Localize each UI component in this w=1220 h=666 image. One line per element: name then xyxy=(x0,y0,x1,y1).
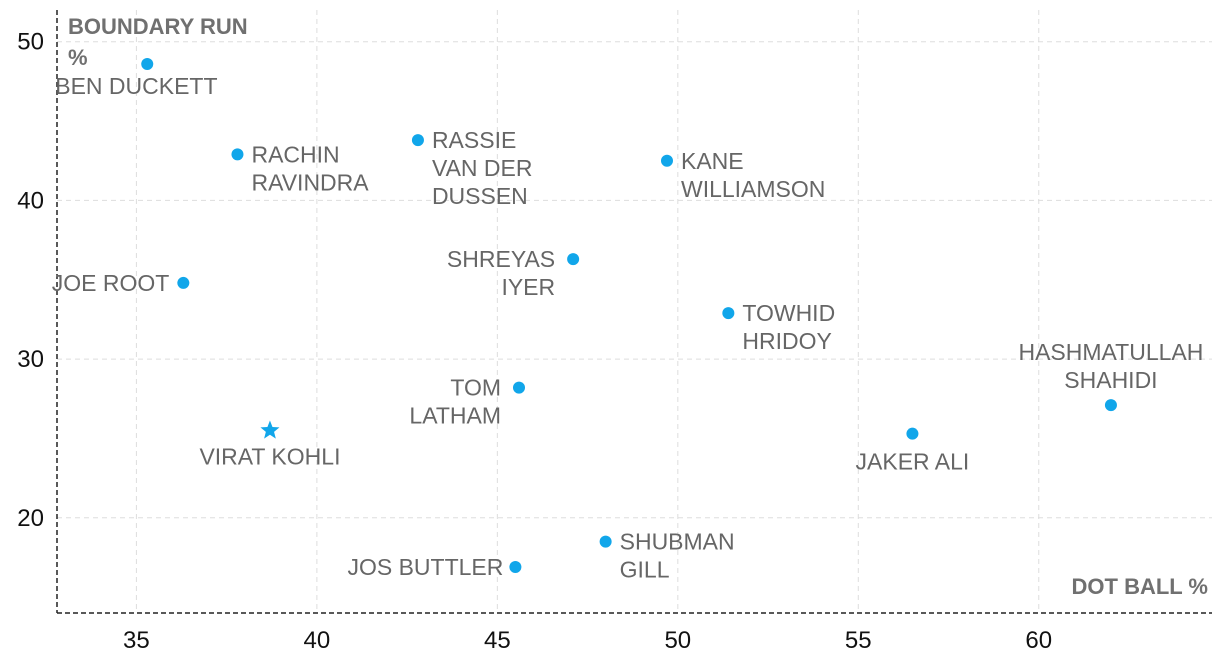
point-label-shubman-gill: SHUBMAN GILL xyxy=(620,529,735,583)
point-label-tom-latham: TOM LATHAM xyxy=(409,375,501,429)
point-label-joe-root: JOE ROOT xyxy=(52,270,170,296)
y-tick-label: 40 xyxy=(17,187,44,214)
x-tick-label: 35 xyxy=(123,627,150,654)
point-label-rachin-ravindra: RACHIN RAVINDRA xyxy=(251,141,369,195)
data-point-hashmatullah-shahidi xyxy=(1104,399,1117,412)
y-tick-label: 20 xyxy=(17,505,44,532)
data-point-shreyas-iyer xyxy=(567,253,580,266)
data-points xyxy=(141,57,1117,573)
data-point-jaker-ali xyxy=(906,427,919,440)
data-point-kane-williamson xyxy=(660,154,673,167)
y-tick-label: 50 xyxy=(17,29,44,56)
x-tick-label: 55 xyxy=(845,627,872,654)
data-point-towhid-hridoy xyxy=(722,307,735,320)
svg-text:BOUNDARY RUN%: BOUNDARY RUN% xyxy=(68,14,248,70)
point-label-jaker-ali: JAKER ALI xyxy=(856,449,970,475)
data-point-rassie-van-der-dussen xyxy=(411,134,424,147)
data-point-joe-root xyxy=(177,276,190,289)
point-label-shreyas-iyer: SHREYAS IYER xyxy=(447,246,555,300)
data-point-ben-duckett xyxy=(141,57,154,70)
axes xyxy=(56,10,1212,614)
y-tick-label: 30 xyxy=(17,346,44,373)
gridlines xyxy=(57,10,1212,613)
point-label-hashmatullah-shahidi: HASHMATULLAH SHAHIDI xyxy=(1018,339,1203,393)
x-axis-title: DOT BALL % xyxy=(1072,574,1208,599)
x-tick-label: 40 xyxy=(304,627,331,654)
point-label-ben-duckett: BEN DUCKETT xyxy=(55,73,217,99)
data-point-star-virat-kohli xyxy=(260,420,280,439)
point-label-rassie-van-der-dussen: RASSIE VAN DER DUSSEN xyxy=(432,127,533,209)
point-label-kane-williamson: KANE WILLIAMSON xyxy=(681,148,825,202)
data-point-tom-latham xyxy=(513,381,525,394)
x-tick-label: 60 xyxy=(1025,627,1052,654)
data-point-shubman-gill xyxy=(599,535,612,548)
x-tick-label: 50 xyxy=(664,627,691,654)
point-label-jos-buttler: JOS BUTTLER xyxy=(347,554,503,580)
tick-labels: 35 40 45 50 55 60 20 30 40 50 xyxy=(17,29,1052,654)
x-tick-label: 45 xyxy=(484,627,511,654)
y-axis-title: BOUNDARY RUN% xyxy=(68,14,248,70)
point-labels: BEN DUCKETT RACHIN RAVINDRA RASSIE VAN DER DU… xyxy=(52,73,1204,583)
data-point-rachin-ravindra xyxy=(231,148,244,161)
data-point-jos-buttler xyxy=(509,560,522,573)
point-label-towhid-hridoy: TOWHID HRIDOY xyxy=(742,300,835,354)
point-label-virat-kohli: VIRAT KOHLI xyxy=(199,444,340,470)
